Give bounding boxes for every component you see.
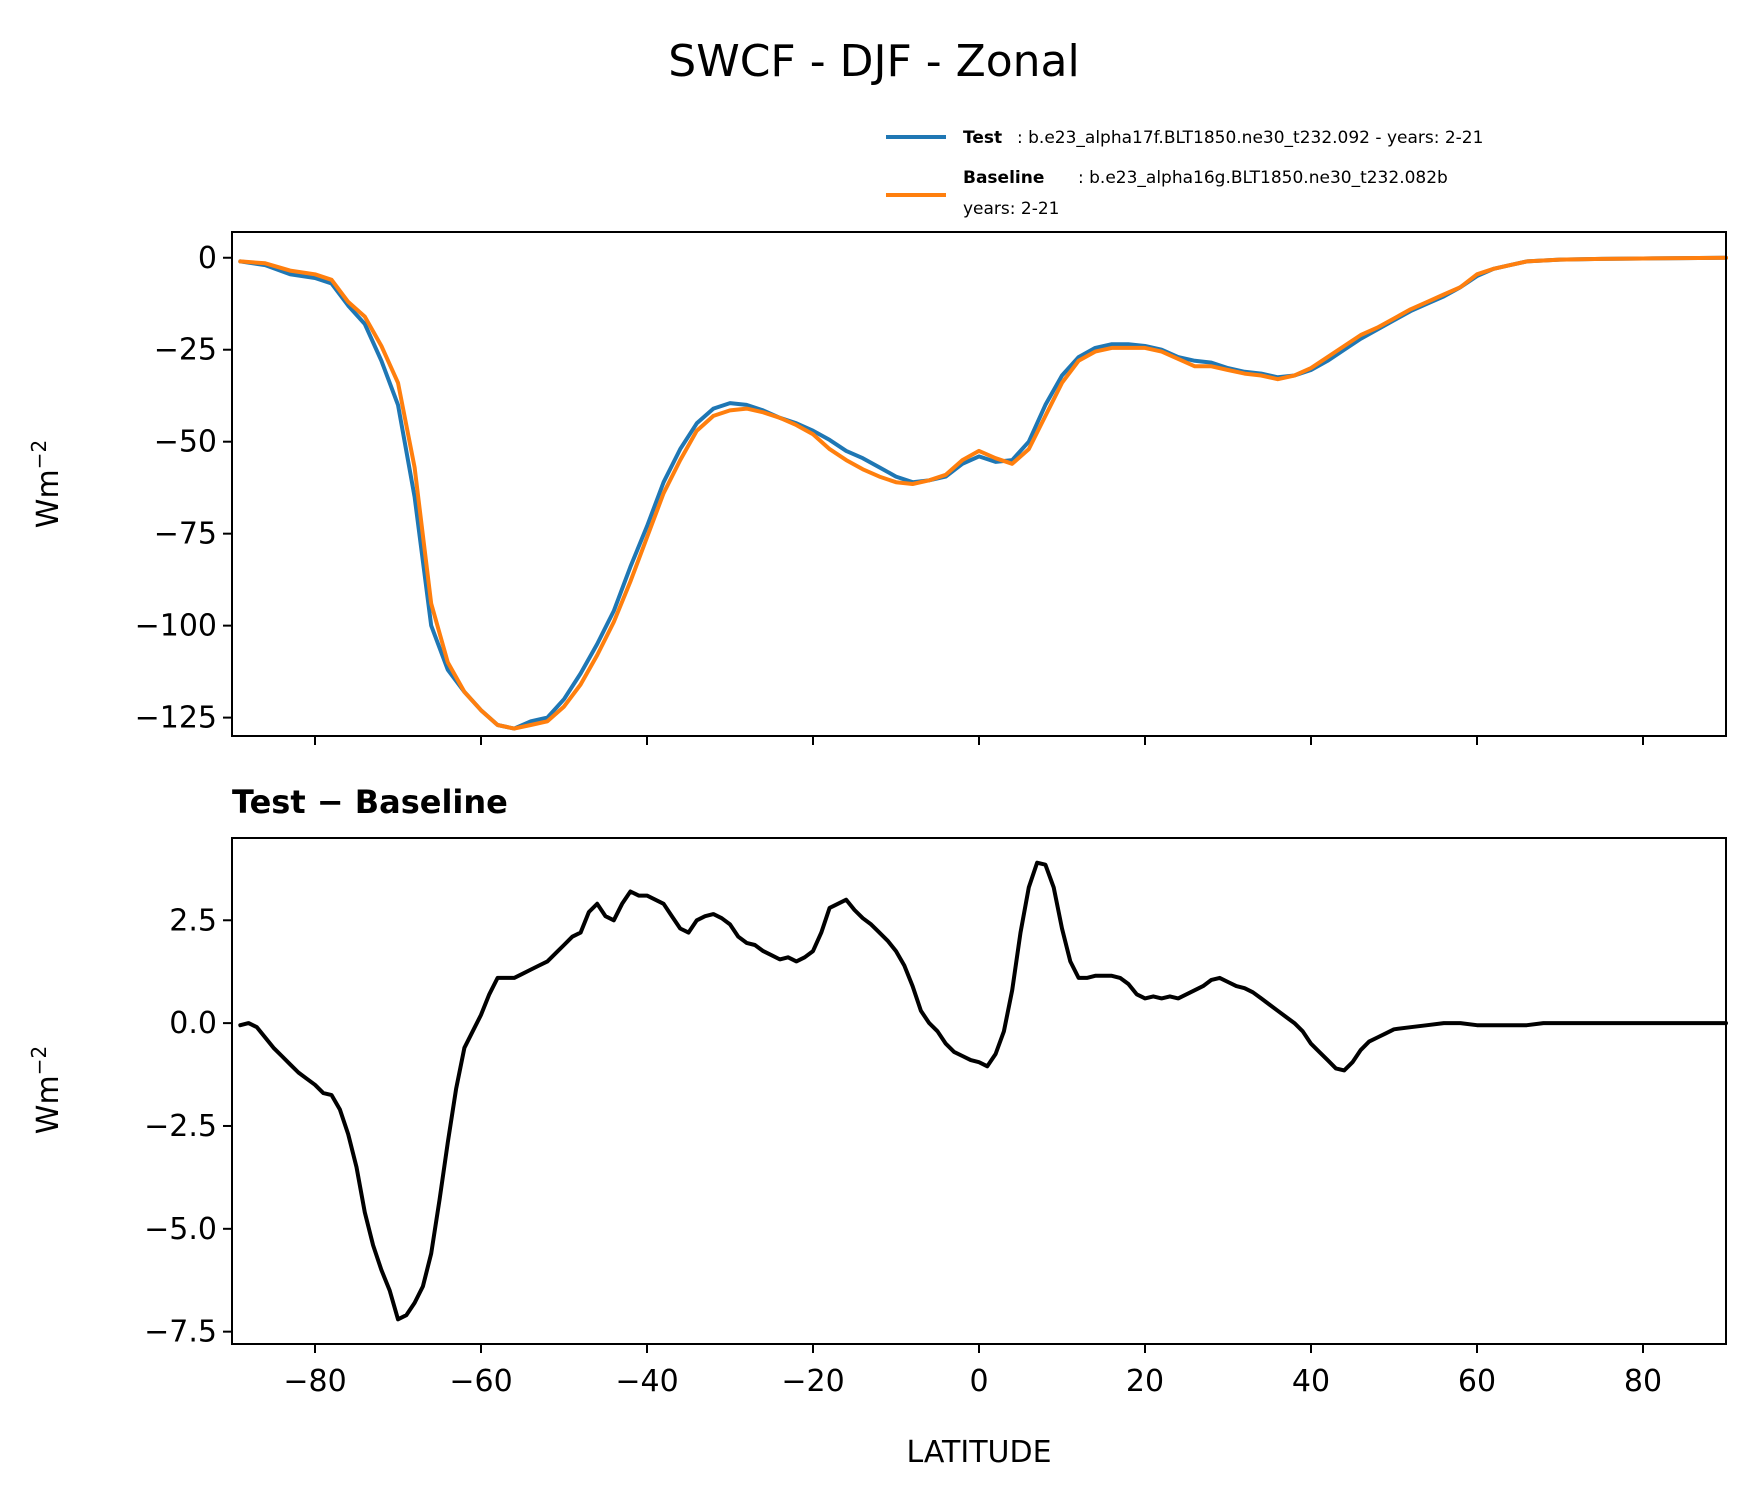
ytick-label: 0.0 bbox=[169, 1006, 217, 1041]
ytick-label: −100 bbox=[135, 609, 217, 644]
xtick-label: 60 bbox=[1458, 1364, 1496, 1399]
ytick-label: −2.5 bbox=[144, 1109, 217, 1144]
xtick-label: −80 bbox=[283, 1364, 346, 1399]
xtick-label: 80 bbox=[1624, 1364, 1662, 1399]
ytick-label: −7.5 bbox=[144, 1315, 217, 1350]
bottom-panel: Test − Baseline 2.5 0.0 −2.5 −5.0 −7.5 −80 −60… bbox=[27, 783, 1728, 1470]
ytick-label: 2.5 bbox=[169, 903, 217, 938]
legend-text-test: : b.e23_alpha17f.BLT1850.ne30_t232.092 -… bbox=[1017, 128, 1483, 148]
xtick-label: 0 bbox=[969, 1364, 988, 1399]
ytick-label: −25 bbox=[154, 333, 217, 368]
ytick-label: −75 bbox=[154, 517, 217, 552]
ytick-label: −5.0 bbox=[144, 1212, 217, 1247]
bottom-xlabel: LATITUDE bbox=[906, 1435, 1051, 1470]
figure-title: SWCF - DJF - Zonal bbox=[668, 36, 1079, 87]
xtick-label: −60 bbox=[449, 1364, 512, 1399]
legend: Test : b.e23_alpha17f.BLT1850.ne30_t232.… bbox=[886, 128, 1483, 219]
legend-name-baseline: Baseline bbox=[963, 168, 1044, 188]
series-line-test bbox=[238, 255, 1728, 731]
legend-text-baseline: : b.e23_alpha16g.BLT1850.ne30_t232.082b bbox=[1078, 168, 1448, 188]
series-line-test-baseline bbox=[238, 860, 1728, 1322]
ytick-label: 0 bbox=[198, 241, 217, 276]
xtick-label: 40 bbox=[1292, 1364, 1330, 1399]
xtick-label: −20 bbox=[781, 1364, 844, 1399]
xtick-label: 20 bbox=[1126, 1364, 1164, 1399]
bottom-ylabel: Wm−2 bbox=[27, 1046, 66, 1134]
top-plot-frame bbox=[231, 231, 1727, 737]
series-line-baseline bbox=[238, 255, 1728, 731]
legend-text-baseline-years: years: 2-21 bbox=[963, 199, 1060, 219]
bottom-subtitle: Test − Baseline bbox=[232, 783, 508, 821]
top-panel: 0 −25 −50 −75 −100 −125 Wm−2 bbox=[27, 231, 1728, 745]
ytick-label: −50 bbox=[154, 425, 217, 460]
xtick-label: −40 bbox=[615, 1364, 678, 1399]
top-ylabel: Wm−2 bbox=[27, 440, 66, 528]
ytick-label: −125 bbox=[135, 701, 217, 736]
legend-name-test: Test bbox=[963, 128, 1002, 148]
